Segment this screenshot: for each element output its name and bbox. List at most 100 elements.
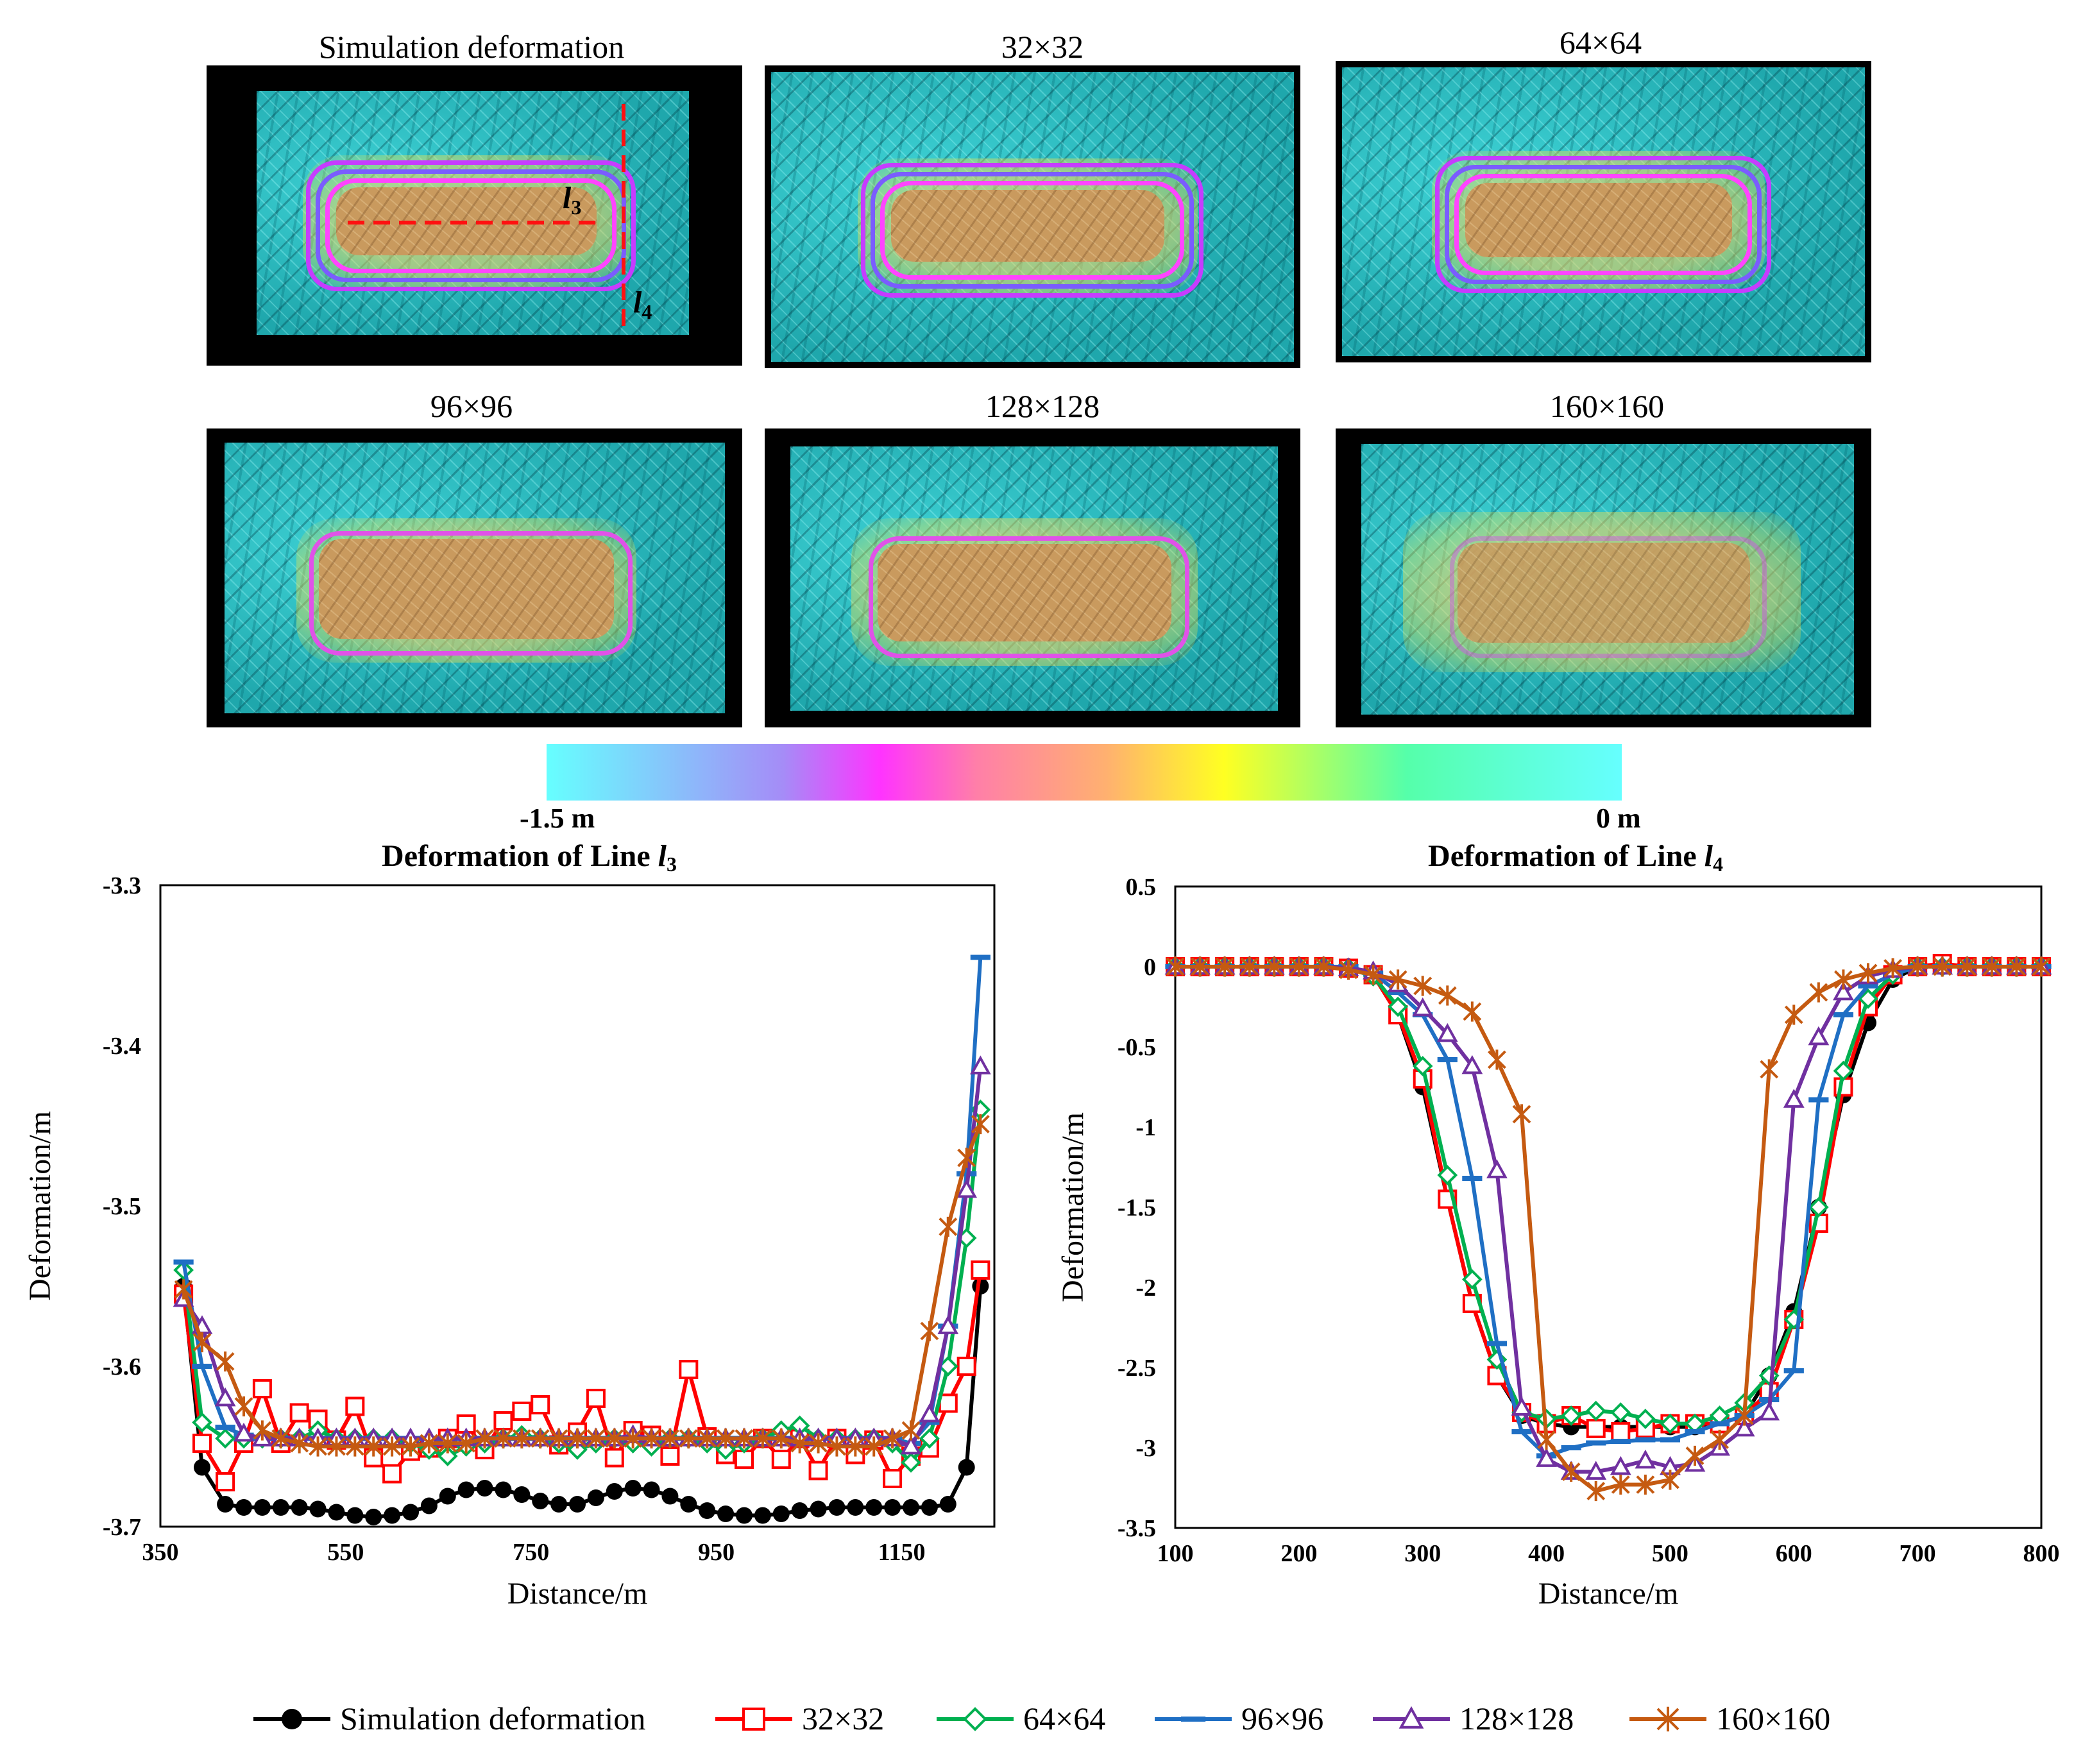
data-point-marker	[1537, 1429, 1556, 1450]
data-point-marker	[1610, 1402, 1631, 1423]
legend-item-128: 128×128	[1373, 1700, 1574, 1736]
chart-line-l3: Deformation of Line l3 350 550 750 950 1150 -…	[23, 839, 996, 1611]
data-point-marker	[234, 1396, 253, 1417]
y-axis-label: Deformation/m	[23, 1111, 57, 1301]
data-point-marker	[1585, 1400, 1606, 1421]
y-tick-label: -3.6	[103, 1353, 141, 1380]
series-32-32	[1166, 954, 2051, 1441]
legend-item-160: 160×160	[1629, 1700, 1830, 1736]
data-point-marker	[194, 1459, 210, 1476]
data-point-marker	[735, 1450, 754, 1469]
legend-item-64: 64×64	[937, 1700, 1105, 1736]
data-point-marker	[215, 1425, 235, 1430]
data-point-marker	[216, 1351, 235, 1372]
x-tick-label: 100	[1157, 1540, 1194, 1567]
data-point-marker	[1833, 1012, 1854, 1017]
x-tick-label: 550	[327, 1539, 364, 1566]
map-64x64	[1336, 61, 1871, 362]
legend-item-96: 96×96	[1155, 1700, 1323, 1736]
data-point-marker	[457, 1433, 476, 1454]
data-point-marker	[1833, 1060, 1854, 1081]
series-128-128	[1164, 955, 2052, 1480]
series-160-160	[1166, 956, 2051, 1502]
y-tick-label: 0	[1144, 954, 1156, 981]
data-point-marker	[1486, 1341, 1508, 1346]
data-point-marker	[457, 1481, 475, 1498]
data-point-marker	[1760, 1059, 1779, 1080]
data-point-marker	[513, 1486, 531, 1503]
data-point-marker	[345, 1436, 364, 1457]
legend-label: 128×128	[1459, 1700, 1574, 1736]
data-point-marker	[586, 1389, 606, 1408]
data-point-marker	[550, 1496, 568, 1513]
data-point-marker	[754, 1507, 771, 1524]
data-point-marker	[192, 1412, 212, 1433]
data-point-marker	[742, 1708, 765, 1731]
data-point-marker	[643, 1481, 660, 1498]
data-point-marker	[642, 1428, 661, 1449]
data-point-marker	[215, 1428, 235, 1449]
data-point-marker	[1191, 956, 1209, 977]
x-tick-label: 950	[698, 1539, 735, 1566]
data-point-marker	[1585, 1461, 1607, 1480]
data-point-marker	[289, 1403, 309, 1423]
data-point-marker	[1399, 1706, 1424, 1729]
colorbar	[547, 744, 1622, 801]
data-point-marker	[569, 1496, 586, 1513]
data-point-marker	[439, 1488, 456, 1505]
data-point-marker	[957, 1148, 976, 1168]
data-point-marker	[494, 1428, 513, 1449]
data-point-marker	[1314, 956, 1333, 977]
series-32-32	[174, 1260, 990, 1491]
data-point-marker	[604, 1448, 624, 1468]
y-tick-label: -3.3	[103, 872, 141, 899]
data-point-marker	[1611, 1422, 1631, 1441]
data-point-marker	[846, 1436, 865, 1457]
x-tick-label: 400	[1528, 1540, 1565, 1567]
data-point-marker	[1758, 1401, 1780, 1421]
y-tick-label: -1	[1135, 1114, 1156, 1141]
data-point-marker	[1635, 1409, 1656, 1429]
data-point-marker	[1180, 1717, 1206, 1722]
data-point-marker	[1388, 990, 1408, 995]
data-point-marker	[1586, 1440, 1606, 1446]
data-point-marker	[1610, 1439, 1631, 1444]
map-128x128	[765, 428, 1300, 727]
data-point-marker	[1166, 956, 1185, 977]
panel-title-128: 128×128	[985, 388, 1100, 424]
data-point-marker	[192, 1364, 212, 1369]
data-point-marker	[1661, 1470, 1679, 1490]
data-point-marker	[699, 1502, 716, 1519]
data-point-marker	[1733, 1417, 1755, 1437]
data-point-marker	[605, 1428, 624, 1449]
data-point-marker	[1858, 988, 1878, 1009]
data-point-marker	[1685, 1445, 1705, 1466]
data-point-marker	[512, 1428, 531, 1449]
data-point-marker	[753, 1428, 772, 1449]
data-point-marker	[903, 1499, 919, 1516]
chart-line-l4: Deformation of Line l4 100 200 300 400 500 60…	[1056, 839, 2060, 1611]
y-tick-label: -3.7	[103, 1514, 141, 1541]
series-64-64	[1165, 956, 2052, 1434]
data-point-marker	[1461, 1055, 1483, 1074]
data-point-marker	[1858, 963, 1878, 983]
data-point-marker	[2032, 956, 2051, 977]
data-point-marker	[661, 1428, 679, 1449]
data-point-marker	[1289, 956, 1309, 977]
colorbar-min-label: -1.5 m	[520, 802, 595, 834]
data-point-marker	[282, 1709, 302, 1729]
x-tick-label: 1150	[878, 1539, 926, 1566]
data-point-marker	[549, 1428, 568, 1449]
data-point-marker	[1833, 981, 1854, 1001]
data-point-marker	[2007, 956, 2026, 977]
data-point-marker	[883, 1469, 903, 1488]
data-point-marker	[1783, 1368, 1804, 1373]
data-point-marker	[772, 1505, 790, 1522]
data-point-marker	[828, 1499, 846, 1516]
data-point-marker	[327, 1436, 346, 1457]
colorbar-max-label: 0 m	[1596, 802, 1641, 834]
data-point-marker	[1685, 1429, 1705, 1434]
data-point-marker	[808, 1461, 828, 1480]
data-point-marker	[1438, 985, 1457, 1006]
legend-label: 96×96	[1241, 1700, 1323, 1736]
